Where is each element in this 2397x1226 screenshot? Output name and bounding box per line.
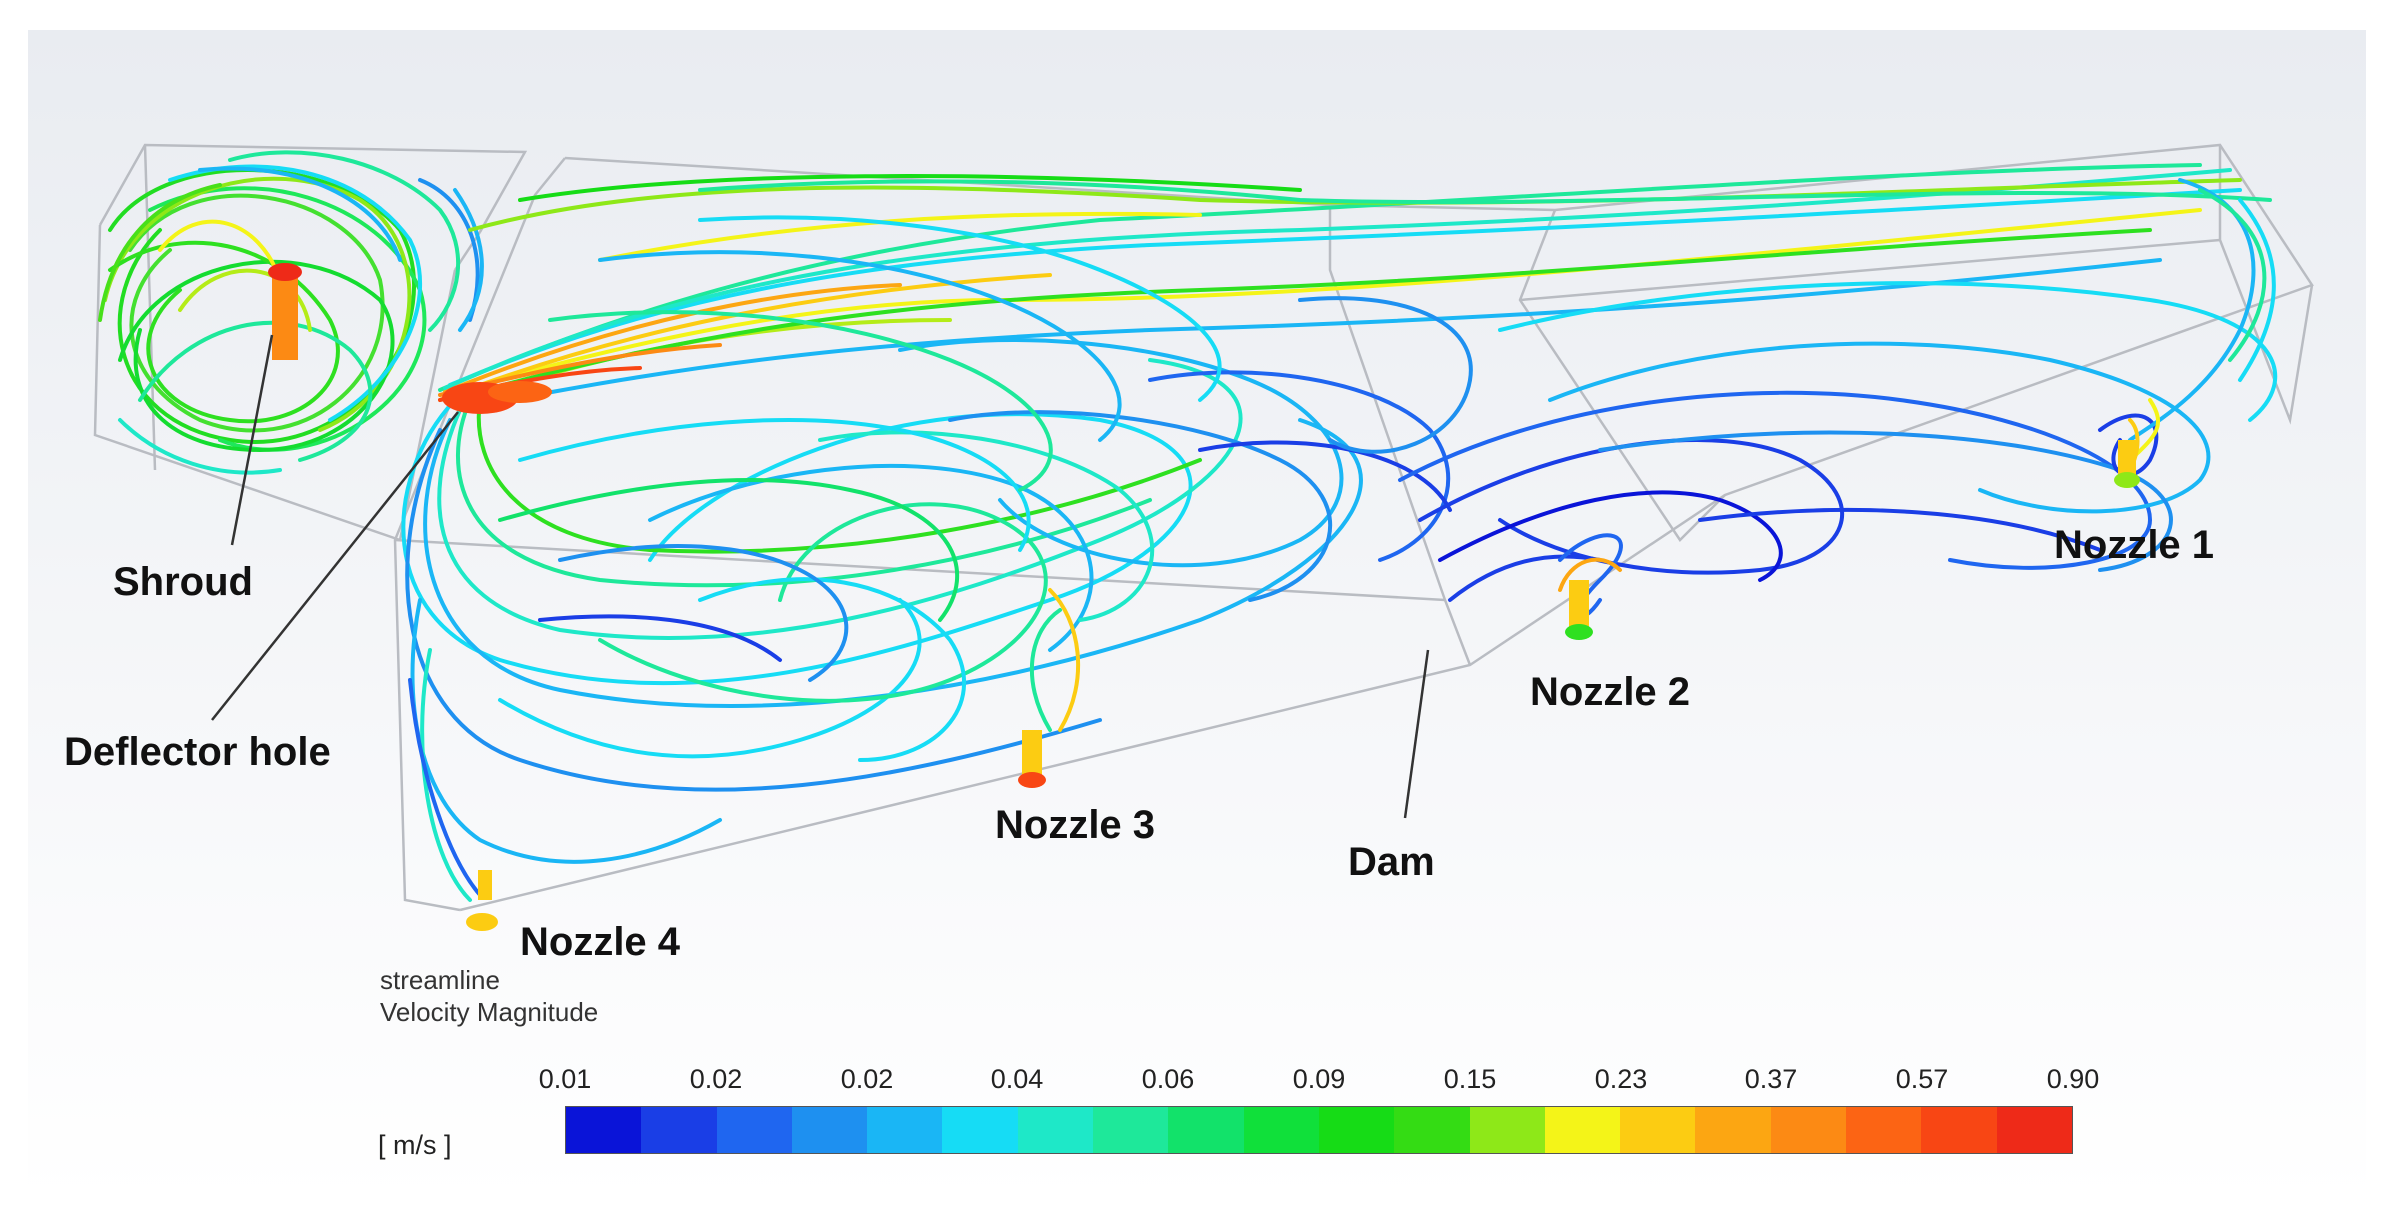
colorbar-swatch (716, 1107, 792, 1153)
streamline-group-shroud (98, 150, 484, 475)
colorbar-swatch (867, 1107, 943, 1153)
leader-lines (211, 334, 1430, 819)
colorbar-tick-label: 0.04 (990, 1064, 1044, 1094)
colorbar-tick-label: 0.02 (840, 1064, 894, 1094)
streamline-group-jet (438, 163, 2272, 412)
colorbar-swatch (942, 1107, 1018, 1153)
nozzle-2-label: Nozzle 2 (1530, 670, 1691, 714)
colorbar-swatch (1770, 1107, 1847, 1153)
legend-title-line1: streamline (380, 965, 500, 995)
colorbar-tick-label: 0.15 (1443, 1064, 1497, 1094)
colorbar-swatch (566, 1107, 642, 1153)
nozzle-4-label: Nozzle 4 (520, 920, 681, 964)
nozzle-3-label: Nozzle 3 (995, 803, 1156, 847)
colorbar-swatch (1921, 1107, 1997, 1153)
colorbar-swatch (1093, 1107, 1169, 1153)
legend-title-line2: Velocity Magnitude (380, 997, 599, 1027)
colorbar-swatch (1846, 1107, 1922, 1153)
nozzle-1-label: Nozzle 1 (2054, 523, 2215, 567)
streamline-group-tundish (401, 178, 2278, 902)
colorbar-swatch (641, 1107, 717, 1153)
colorbar-tick-label: 0.90 (2046, 1064, 2100, 1094)
colorbar-swatch (1620, 1107, 1696, 1153)
colorbar-swatch (1017, 1107, 1094, 1153)
colorbar (565, 1106, 2073, 1154)
colorbar-tick-label: 0.02 (689, 1064, 743, 1094)
deflector-hole-label: Deflector hole (64, 730, 331, 774)
leader-line-deflector-hole (211, 411, 459, 721)
shroud-tube (268, 263, 302, 360)
colorbar-tick-label: 0.06 (1141, 1064, 1195, 1094)
colorbar-swatch (1544, 1107, 1621, 1153)
colorbar-swatch (1394, 1107, 1470, 1153)
colorbar-swatch (1996, 1107, 2072, 1153)
colorbar-tick-label: 0.37 (1744, 1064, 1798, 1094)
colorbar-swatch (1168, 1107, 1244, 1153)
colorbar-swatch (1469, 1107, 1545, 1153)
colorbar-swatch (1695, 1107, 1771, 1153)
leader-line-dam (1403, 649, 1430, 819)
colorbar-swatch (1243, 1107, 1319, 1153)
colorbar-tick-label: 0.01 (538, 1064, 592, 1094)
nozzle-4-shape (466, 870, 498, 931)
colorbar-swatch (1318, 1107, 1395, 1153)
streamlines (98, 150, 2278, 902)
colorbar-swatch (791, 1107, 868, 1153)
colorbar-unit-label: [ m/s ] (378, 1130, 452, 1160)
leader-line-shroud (230, 334, 274, 546)
nozzle-2-shape (1565, 580, 1593, 640)
shroud-label: Shroud (113, 560, 253, 604)
colorbar-tick-label: 0.57 (1895, 1064, 1949, 1094)
colorbar-tick-label: 0.09 (1292, 1064, 1346, 1094)
colorbar-tick-label: 0.23 (1594, 1064, 1648, 1094)
nozzle-1-shape (2114, 440, 2140, 488)
nozzle-3-shape (1018, 730, 1046, 788)
deflector-hole-jet-core (488, 381, 552, 403)
dam-label: Dam (1348, 840, 1435, 884)
